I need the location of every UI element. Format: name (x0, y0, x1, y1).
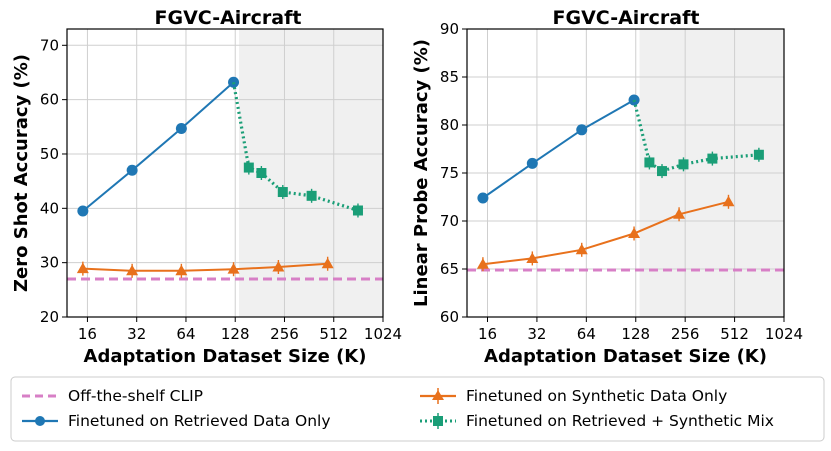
x-axis-label: Adaptation Dataset Size (K) (84, 346, 367, 367)
x-tick-label: 1024 (765, 325, 803, 343)
legend-frame (10, 376, 825, 442)
plot-frame (66, 28, 384, 318)
data-point-mix (707, 153, 718, 164)
series-line-mix (231, 82, 359, 213)
y-axis-label: Linear Probe Accuracy (%) (411, 39, 432, 307)
x-tick-label: 16 (78, 325, 97, 343)
data-point-retrieved (477, 192, 489, 204)
x-tick-label: 64 (577, 325, 596, 343)
y-tick-label: 70 (440, 212, 459, 230)
data-point-retrieved (526, 157, 538, 169)
legend-label-off-the-shelf: Off-the-shelf CLIP (68, 387, 203, 405)
legend-entry-retrieved: Finetuned on Retrieved Data Only (22, 412, 331, 430)
x-tick-label: 512 (319, 325, 348, 343)
y-tick-label: 65 (440, 260, 459, 278)
series-line-retrieved (82, 81, 235, 212)
y-tick-label: 60 (440, 308, 459, 326)
data-point-synthetic (476, 258, 489, 269)
y-tick-label: 75 (440, 164, 459, 182)
legend-entry-mix: Finetuned on Retrieved + Synthetic Mix (420, 412, 774, 430)
legend-label-synthetic: Finetuned on Synthetic Data Only (466, 387, 727, 405)
legend-label-retrieved: Finetuned on Retrieved Data Only (68, 412, 331, 430)
data-point-retrieved (126, 164, 138, 176)
data-point-mix (306, 190, 317, 201)
data-point-retrieved (77, 205, 89, 217)
data-point-mix (277, 187, 288, 198)
legend-swatch-synthetic-marker (432, 390, 444, 400)
data-point-synthetic (321, 257, 334, 269)
y-tick-label: 80 (440, 116, 459, 134)
y-axis-label: Zero Shot Accuracy (%) (11, 54, 32, 292)
series-line-retrieved (482, 99, 635, 199)
data-point-synthetic (76, 262, 89, 274)
x-tick-label: 64 (176, 325, 195, 343)
data-point-mix (243, 162, 254, 173)
x-tick-label: 256 (671, 325, 700, 343)
x-tick-label: 1024 (364, 325, 402, 343)
data-point-mix (678, 159, 689, 170)
legend-swatch-mix-marker (433, 416, 443, 426)
series-line-synthetic (82, 262, 328, 272)
y-tick-label: 20 (40, 308, 59, 326)
data-point-synthetic (575, 243, 588, 255)
series-line-synthetic (482, 200, 729, 266)
y-tick-label: 30 (40, 254, 59, 272)
x-tick-label: 512 (720, 325, 749, 343)
data-point-synthetic (526, 252, 539, 263)
x-axis-label: Adaptation Dataset Size (K) (484, 346, 767, 367)
data-point-mix (256, 168, 267, 178)
data-point-mix (657, 166, 668, 177)
legend-entry-off-the-shelf: Off-the-shelf CLIP (22, 387, 203, 405)
x-tick-label: 256 (270, 325, 299, 343)
data-point-synthetic (126, 264, 139, 276)
data-point-synthetic (673, 208, 686, 219)
y-tick-label: 85 (440, 68, 459, 86)
y-tick-label: 50 (40, 145, 59, 163)
y-tick-label: 60 (40, 91, 59, 109)
data-point-synthetic (175, 264, 188, 276)
data-point-synthetic (628, 227, 641, 238)
legend-entry-synthetic: Finetuned on Synthetic Data Only (420, 387, 727, 405)
legend-label-mix: Finetuned on Retrieved + Synthetic Mix (466, 412, 774, 430)
x-tick-label: 16 (478, 325, 497, 343)
data-point-synthetic (272, 261, 285, 272)
data-point-synthetic (722, 195, 735, 207)
data-point-mix (753, 149, 764, 160)
zero-shot-chart: 16 32 64 128 256 512 1024 20 30 40 50 60 70 FGVC-Airc… (11, 7, 402, 367)
data-point-mix (644, 157, 655, 168)
data-point-retrieved (175, 122, 187, 134)
y-tick-label: 90 (440, 20, 459, 38)
data-point-retrieved (228, 76, 240, 88)
data-point-synthetic (227, 263, 240, 274)
linear-probe-chart: 16 32 64 128 256 512 1024 60 65 70 75 80 85 90 FGVC-Ai… (411, 7, 803, 367)
x-tick-label: 32 (127, 325, 146, 343)
series-line-mix (632, 99, 760, 173)
chart-title: FGVC-Aircraft (155, 7, 302, 29)
x-tick-label: 128 (221, 325, 250, 343)
data-point-mix (352, 205, 363, 216)
y-tick-label: 70 (40, 36, 59, 54)
data-point-retrieved (576, 124, 588, 136)
chart-title: FGVC-Aircraft (553, 7, 700, 29)
y-tick-label: 40 (40, 199, 59, 217)
x-tick-label: 32 (527, 325, 546, 343)
legend-swatch-retrieved-marker (35, 416, 45, 426)
x-tick-label: 128 (621, 325, 650, 343)
legend: Off-the-shelf CLIP Finetuned on Retrieve… (10, 376, 825, 442)
